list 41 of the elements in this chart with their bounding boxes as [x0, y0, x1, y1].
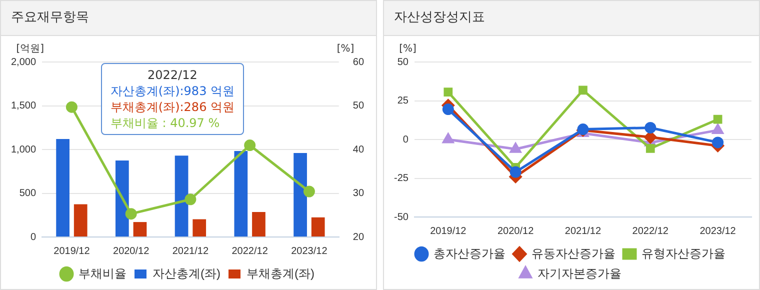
- chart-title: 자산성장성지표: [384, 1, 759, 36]
- y-tick-label: 25: [397, 96, 409, 106]
- legend-label: 부채비율: [78, 266, 127, 280]
- y-tick-label: 1,000: [10, 144, 36, 156]
- annotation: 부채총계(좌):286 억원: [110, 99, 235, 115]
- x-tick-label: 2023/12: [291, 246, 328, 257]
- y-tick-label: -25: [394, 173, 409, 184]
- y-tick-label: 2,000: [10, 56, 36, 68]
- legend-label: 총자산증가율: [434, 246, 506, 260]
- chart-title: 주요재무항목: [1, 1, 376, 36]
- y2-tick-label: 50: [352, 100, 364, 112]
- x-tick-label: 2021/12: [564, 226, 602, 237]
- x-tick-label: 2021/12: [172, 246, 209, 257]
- x-tick-label: 2022/12: [632, 226, 669, 237]
- legend-label: 부채총계(좌): [246, 266, 314, 280]
- y-tick-label: 0: [402, 134, 409, 146]
- annotation: 부채비율 : 40.97 %: [110, 115, 221, 131]
- x-tick-label: 2020/12: [113, 246, 150, 257]
- x-tick-label: 2019/12: [430, 226, 467, 237]
- legend-label: 유형자산증가율: [642, 246, 726, 260]
- y2-tick-label: 30: [352, 188, 364, 199]
- y2-tick-label: 20: [352, 232, 364, 243]
- y-tick-label: 50: [397, 56, 409, 68]
- x-tick-label: 2023/12: [700, 226, 736, 237]
- legend-label: 유동자산증가율: [532, 246, 616, 260]
- y2-tick-label: 40: [352, 144, 364, 156]
- y-tick-label: 1,500: [10, 100, 36, 112]
- y2-tick-label: 60: [352, 56, 364, 68]
- annotation: 자산총계(좌):983 억원: [110, 83, 235, 99]
- y2-axis-title: [%]: [336, 44, 354, 55]
- x-tick-label: 2020/12: [497, 226, 534, 237]
- y-axis-title: [억원]: [16, 44, 44, 55]
- y-axis-title: [%]: [399, 44, 417, 55]
- legend-label: 자기자본증가율: [538, 266, 622, 280]
- y-tick-label: 0: [30, 232, 36, 243]
- y-tick-label: 500: [19, 188, 36, 199]
- annotation: 2022/12: [146, 67, 198, 83]
- x-tick-label: 2019/12: [54, 246, 90, 257]
- legend-label: 자산총계(좌): [152, 266, 221, 280]
- x-tick-label: 2022/12: [232, 246, 268, 257]
- y-tick-label: -50: [394, 212, 409, 223]
